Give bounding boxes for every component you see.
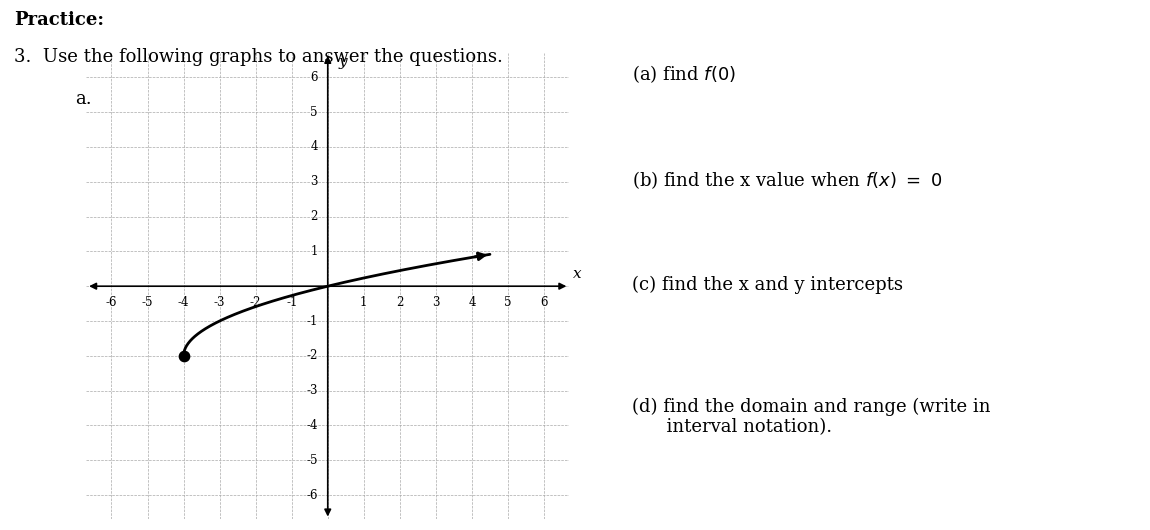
Text: 3: 3: [310, 175, 317, 188]
Text: -1: -1: [306, 314, 317, 328]
Text: 4: 4: [310, 140, 317, 154]
Text: -3: -3: [306, 384, 317, 397]
Text: 5: 5: [310, 105, 317, 119]
Text: 6: 6: [540, 296, 547, 309]
Text: -2: -2: [250, 296, 261, 309]
Text: 5: 5: [504, 296, 512, 309]
Text: 1: 1: [360, 296, 368, 309]
Text: -2: -2: [306, 349, 317, 363]
Text: 2: 2: [396, 296, 404, 309]
Text: (b) find the x value when $f(x)\ =\ 0$: (b) find the x value when $f(x)\ =\ 0$: [632, 170, 943, 191]
Text: -5: -5: [141, 296, 153, 309]
Text: -3: -3: [214, 296, 225, 309]
Text: 6: 6: [310, 71, 317, 84]
Text: Practice:: Practice:: [14, 11, 104, 29]
Text: a.: a.: [75, 90, 91, 108]
Text: 3: 3: [432, 296, 439, 309]
Text: -4: -4: [178, 296, 190, 309]
Text: -1: -1: [286, 296, 298, 309]
Text: -6: -6: [306, 489, 317, 501]
Text: -6: -6: [106, 296, 117, 309]
Text: (c) find the x and y intercepts: (c) find the x and y intercepts: [632, 276, 904, 294]
Text: -5: -5: [306, 454, 317, 467]
Text: -4: -4: [306, 419, 317, 432]
Text: 2: 2: [310, 210, 317, 223]
Text: y: y: [338, 55, 347, 69]
Text: x: x: [573, 267, 582, 281]
Point: [175, 351, 193, 360]
Text: 1: 1: [310, 245, 317, 258]
Text: 4: 4: [468, 296, 476, 309]
Text: (d) find the domain and range (write in
      interval notation).: (d) find the domain and range (write in …: [632, 398, 991, 437]
Text: 3.  Use the following graphs to answer the questions.: 3. Use the following graphs to answer th…: [14, 48, 503, 66]
Text: (a) find $f(0)$: (a) find $f(0)$: [632, 64, 736, 85]
